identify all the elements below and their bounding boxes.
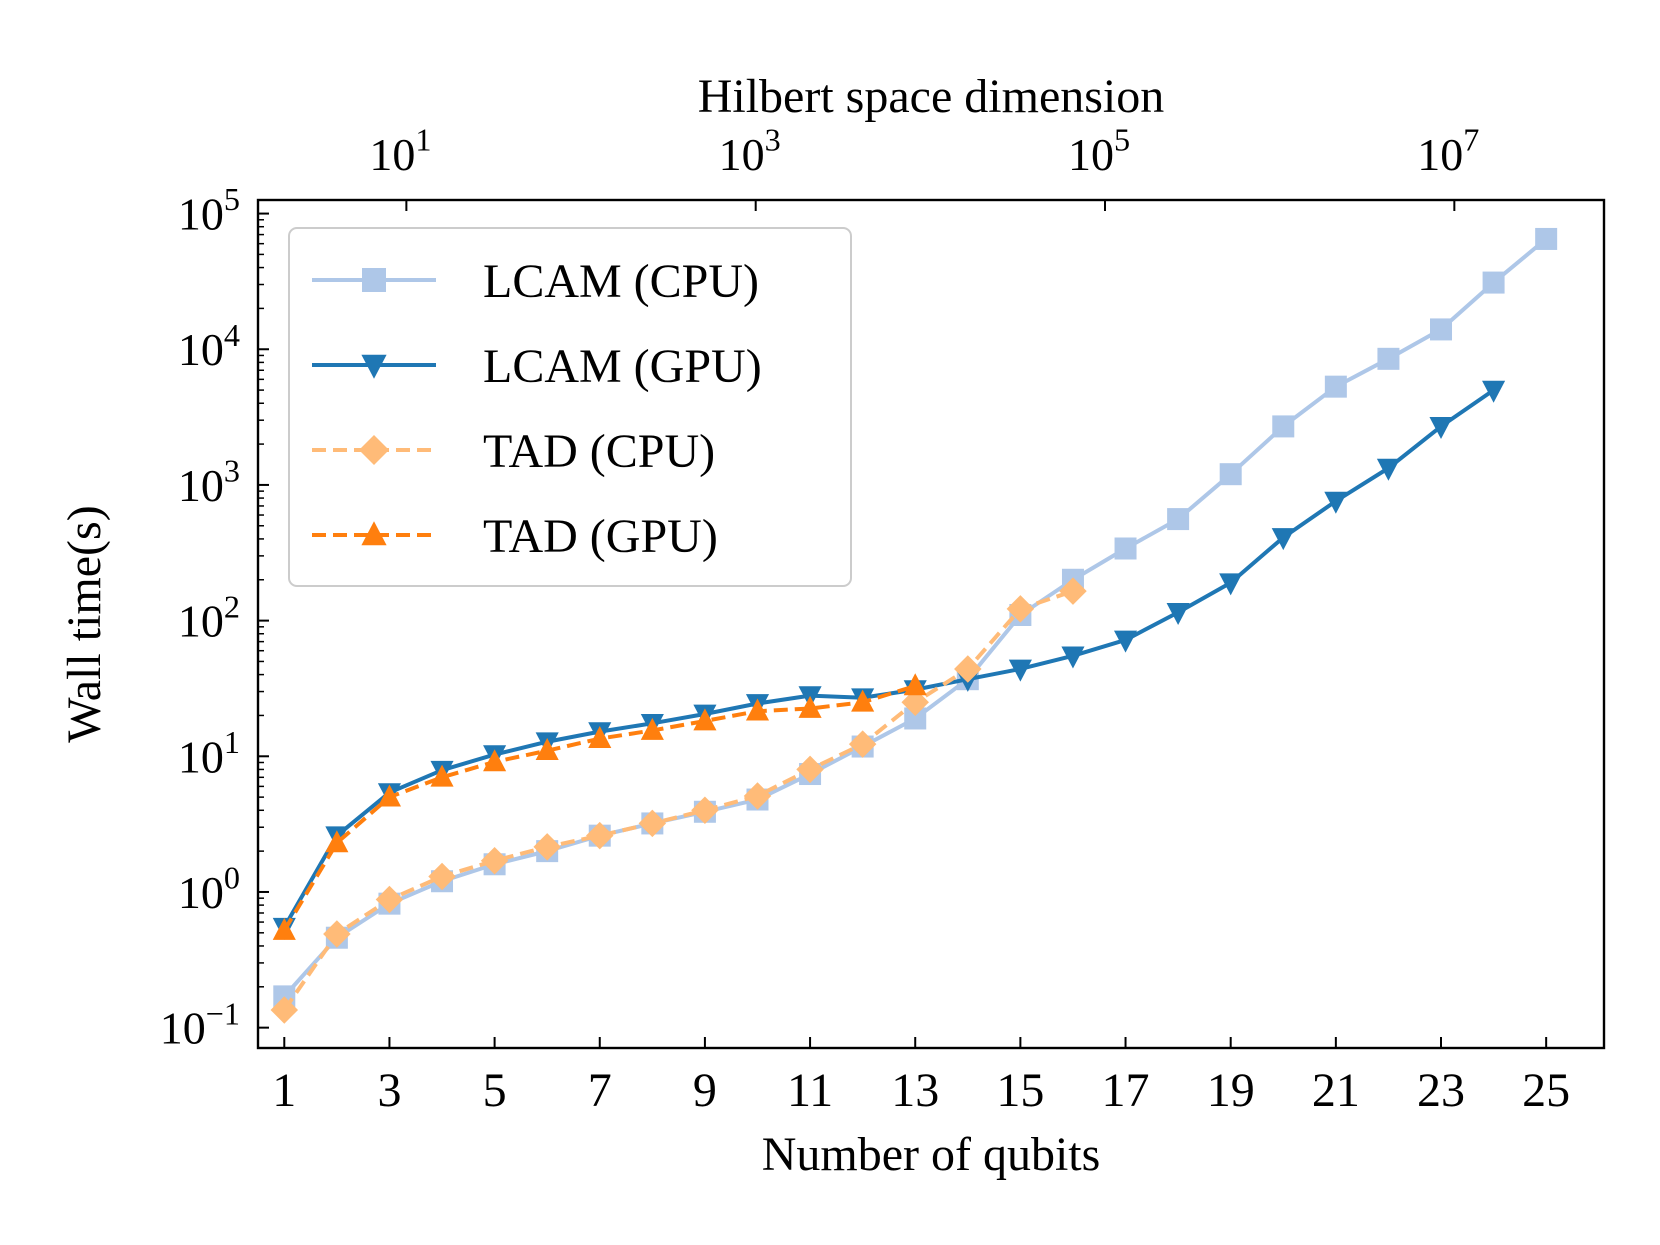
data-point [1008,659,1032,682]
top-tick-label: 103 [719,122,781,180]
data-point [480,846,509,875]
data-point [586,821,614,850]
series [270,577,1087,1024]
x-tick-label: 3 [377,1064,401,1117]
data-point [745,698,770,721]
data-point [1535,227,1558,250]
data-point [1271,528,1295,551]
legend-label: TAD (CPU) [483,425,715,478]
data-point [1166,603,1190,626]
legend-entry: TAD (CPU) [312,425,715,478]
x-tick-label: 21 [1312,1064,1360,1117]
data-point [901,688,929,717]
series [272,673,927,940]
x-tick-label: 19 [1207,1064,1255,1117]
x-axis-label: Number of qubits [762,1128,1101,1181]
data-point [1376,458,1400,481]
data-point [743,782,772,810]
y-tick-label: 103 [178,453,240,511]
x-tick-label: 15 [996,1064,1044,1117]
legend-marker [361,354,387,379]
top-tick-label: 101 [369,122,431,180]
data-point [904,707,927,730]
series-layer [270,227,1558,1024]
data-point [533,833,561,861]
data-point [535,738,559,761]
data-point [638,809,667,838]
top-tick-label: 105 [1068,122,1130,180]
data-point [693,708,717,731]
data-point [1167,508,1190,531]
x-tick-label: 5 [483,1064,507,1117]
data-point [375,885,404,914]
y-axis-label: Wall time(s) [58,505,111,742]
legend: LCAM (CPU) LCAM (GPU) TAD (CPU) TAD (GPU) [288,227,852,587]
x-tick-label: 17 [1102,1064,1150,1117]
data-point [1113,630,1138,653]
data-point [1272,415,1295,438]
legend-marker [359,435,389,465]
data-point [1061,646,1085,669]
y-tick-label: 100 [178,860,240,918]
y-tick-label: 104 [178,317,240,375]
y-tick-label: 10−1 [160,995,240,1053]
data-point [1114,537,1137,560]
legend-entries: LCAM (CPU) LCAM (GPU) TAD (CPU) TAD (GPU) [312,255,762,563]
plot-frame [256,198,1606,1050]
legend-label: LCAM (CPU) [483,255,759,308]
data-point [430,764,454,787]
y-tick-label: 101 [178,724,240,782]
legend-box [288,227,852,587]
data-point [1482,380,1506,403]
x-tick-label: 7 [588,1064,612,1117]
ticks-layer: 1 3 5 7 9 11 13 15 17 19 21 23 2510−1100101102103104… [160,122,1570,1117]
data-point [903,673,927,696]
data-point [1430,318,1453,341]
data-point [1377,347,1400,370]
data-point [483,749,507,772]
data-point [377,784,401,807]
legend-marker [361,521,387,546]
y-tick-label: 102 [178,588,240,646]
legend-label: LCAM (GPU) [483,340,762,393]
data-point [1219,463,1242,486]
x-tick-label: 13 [891,1064,939,1117]
data-point [796,755,824,784]
data-point [272,917,296,940]
legend-label: TAD (GPU) [483,510,718,563]
x-tick-label: 11 [787,1064,833,1117]
x-tick-label: 9 [693,1064,717,1117]
data-point [640,717,664,740]
data-point [1006,595,1035,623]
data-point [851,689,875,712]
legend-entry: TAD (GPU) [312,510,718,563]
y-tick-label: 105 [178,181,240,239]
data-point [798,695,822,718]
data-point [1059,577,1087,605]
legend-marker [362,268,386,292]
data-point [588,725,612,748]
data-point [1429,417,1453,440]
x-tick-label: 1 [272,1064,296,1117]
data-point [325,830,349,853]
data-point [691,796,719,825]
legend-entry: LCAM (CPU) [312,255,759,308]
top-tick-label: 107 [1417,122,1479,180]
x-tick-label: 23 [1417,1064,1465,1117]
data-point [1219,573,1243,596]
top-axis-label: Hilbert space dimension [698,70,1165,123]
x-tick-label: 25 [1522,1064,1570,1117]
data-point [428,862,456,891]
data-point [323,920,351,948]
legend-entry: LCAM (GPU) [312,340,762,393]
data-point [848,730,877,758]
data-point [1324,491,1348,514]
data-point [954,655,982,683]
data-point [270,996,299,1024]
data-point [1482,271,1505,294]
data-point [1324,375,1347,398]
